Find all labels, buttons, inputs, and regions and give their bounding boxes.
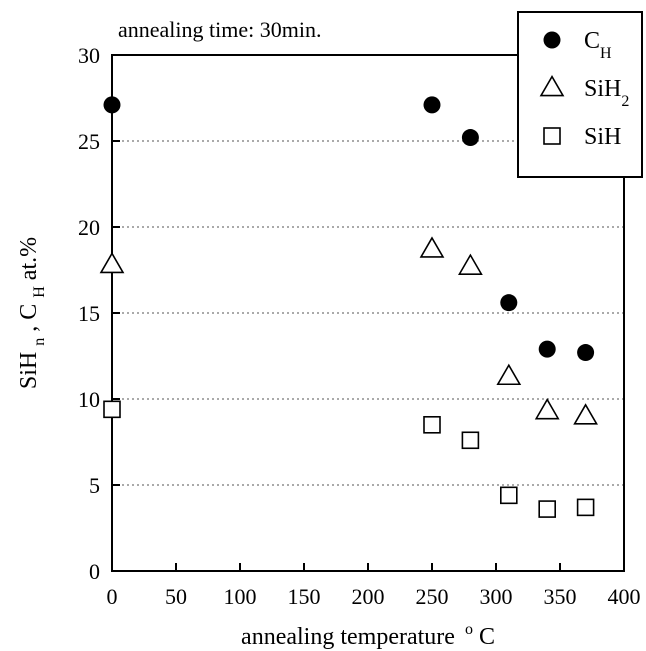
data-point	[500, 294, 518, 312]
x-tick-label: 50	[165, 584, 187, 609]
x-tick-label: 200	[352, 584, 385, 609]
legend: CH SiH2 SiH	[517, 11, 643, 178]
x-tick-label: 100	[224, 584, 257, 609]
data-point	[458, 253, 483, 275]
y-axis-title-p1-sub: n	[31, 338, 48, 346]
y-axis-ticks: 0 5 10 15 20 25 30	[78, 43, 120, 584]
legend-items: CH SiH2 SiH	[539, 28, 629, 150]
legend-label: SiH	[584, 124, 621, 150]
data-point	[538, 340, 556, 358]
y-axis-title-p2-sub: H	[31, 286, 48, 298]
legend-label: CH	[584, 28, 612, 62]
legend-box	[517, 11, 643, 178]
y-axis-title-p1: SiH	[16, 352, 42, 389]
data-points	[99, 96, 598, 518]
data-point	[461, 431, 480, 450]
legend-marker	[539, 75, 565, 97]
data-point	[419, 236, 445, 258]
y-axis-title-p2: , C	[16, 304, 42, 332]
y-axis-title-p3: at.%	[16, 237, 42, 280]
x-axis-unit-sup: o	[465, 621, 473, 638]
x-axis-title: annealing temperature o C	[241, 614, 495, 650]
y-tick-label: 25	[78, 129, 100, 154]
data-point	[423, 415, 441, 434]
data-point	[576, 498, 595, 517]
x-tick-label: 300	[480, 584, 513, 609]
y-tick-label: 20	[78, 215, 100, 240]
grid-lines	[112, 140, 624, 486]
y-tick-label: 10	[78, 387, 100, 412]
x-tick-label: 400	[608, 584, 641, 609]
x-tick-label: 350	[544, 584, 577, 609]
legend-label: SiH2	[584, 76, 629, 110]
x-axis-unit-base: C	[479, 624, 495, 650]
x-axis-title-text: annealing temperature	[241, 624, 455, 650]
y-tick-label: 15	[78, 301, 100, 326]
data-point	[461, 129, 479, 147]
data-point	[423, 96, 441, 114]
data-point	[534, 398, 560, 420]
data-point	[538, 500, 557, 518]
y-axis-title: SiH n , C H at.%	[16, 237, 50, 389]
data-point	[103, 96, 121, 114]
data-point	[496, 363, 522, 386]
y-tick-label: 0	[89, 559, 100, 584]
y-tick-label: 30	[78, 43, 100, 68]
x-tick-label: 250	[416, 584, 449, 609]
data-point	[99, 251, 125, 274]
data-point	[573, 403, 598, 425]
y-tick-label: 5	[89, 473, 100, 498]
data-point	[499, 486, 518, 505]
x-axis-ticks: 0 50 100 150 200 250 300 350 400	[107, 563, 641, 609]
data-point	[577, 344, 595, 362]
annotation-text: annealing time: 30min.	[118, 17, 321, 42]
data-point	[103, 400, 121, 419]
legend-marker	[543, 127, 561, 145]
x-tick-label: 0	[107, 584, 118, 609]
x-tick-label: 150	[288, 584, 321, 609]
legend-marker	[543, 31, 561, 49]
